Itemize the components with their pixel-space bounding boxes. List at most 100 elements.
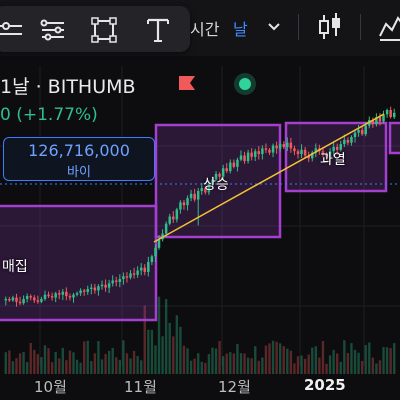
volume-bar xyxy=(346,353,350,374)
candle-body xyxy=(229,162,232,172)
candle-body xyxy=(29,296,32,298)
volume-bar xyxy=(339,361,342,374)
volume-bar xyxy=(264,345,268,374)
candle-body xyxy=(343,139,346,145)
volume-bar xyxy=(154,345,157,374)
candle-body xyxy=(311,152,314,159)
interval-selector[interactable]: 날 xyxy=(233,20,248,39)
volume-bar xyxy=(275,341,278,374)
x-tick-label: 10월 xyxy=(34,378,67,396)
candlestick-icon[interactable] xyxy=(318,12,342,42)
candle-body xyxy=(57,293,61,295)
candle-body xyxy=(36,300,40,302)
volume-bar xyxy=(357,352,360,374)
volume-bar xyxy=(250,358,253,374)
candle-body xyxy=(189,193,193,199)
candle-body xyxy=(264,148,268,150)
candle-body xyxy=(68,296,72,298)
volume-bar xyxy=(61,347,64,374)
volume-bar xyxy=(182,345,186,374)
candle-body xyxy=(385,110,389,115)
candle-body xyxy=(346,139,350,143)
volume-bar xyxy=(318,357,321,374)
parallel-channel-icon[interactable] xyxy=(38,16,66,44)
volume-bar xyxy=(336,353,339,374)
candle-body xyxy=(22,298,25,304)
volume-bar xyxy=(311,347,314,374)
volume-bar xyxy=(221,356,225,374)
candle-body xyxy=(72,294,75,298)
candle-body xyxy=(154,247,157,257)
volume-bar xyxy=(111,347,114,374)
candle-body xyxy=(261,148,264,155)
chevron-down-icon[interactable] xyxy=(264,16,284,36)
volume-bar xyxy=(86,340,89,374)
volume-bar xyxy=(65,360,68,374)
volume-bar xyxy=(193,358,196,374)
volume-bar xyxy=(261,357,264,374)
candle-body xyxy=(392,112,396,118)
candle-body xyxy=(307,155,310,159)
volume-bar xyxy=(33,349,36,374)
annotation-zones xyxy=(0,121,400,322)
volume-bar xyxy=(179,326,182,374)
volume-bar xyxy=(47,348,50,374)
volume-bar xyxy=(243,353,246,374)
volume-bar xyxy=(150,329,154,374)
x-tick-label: 12월 xyxy=(218,378,251,396)
x-tick-label: 11월 xyxy=(124,378,157,396)
volume-bar xyxy=(236,343,239,374)
volume-bar xyxy=(8,350,11,374)
volume-bar xyxy=(4,352,7,374)
volume-bar xyxy=(368,342,371,374)
volume-bar xyxy=(168,322,171,374)
volume-bar xyxy=(360,360,364,374)
volume-bar xyxy=(136,356,139,374)
drawing-toolbar xyxy=(0,6,190,52)
candle-body xyxy=(335,146,339,150)
volume-bar xyxy=(186,348,189,374)
volume-bar xyxy=(147,329,150,374)
price-chart[interactable] xyxy=(0,56,400,400)
candle-body xyxy=(303,149,307,156)
candle-body xyxy=(257,151,261,155)
buy-price-button[interactable]: 126,716,000 바이 xyxy=(3,137,155,181)
trend-line-icon[interactable] xyxy=(0,16,26,44)
volume-bar xyxy=(189,360,193,374)
volume-bar xyxy=(225,353,228,374)
candle-body xyxy=(339,144,343,150)
candle-body xyxy=(25,296,29,299)
volume-bar xyxy=(293,363,296,374)
volume-bar xyxy=(40,357,43,374)
candle-body xyxy=(236,159,239,167)
candle-body xyxy=(136,270,139,275)
candle-body xyxy=(325,154,328,157)
trend-line[interactable] xyxy=(153,113,385,243)
volume-bar xyxy=(100,359,104,374)
candle-body xyxy=(357,129,360,133)
candle-body xyxy=(43,294,47,299)
volume-bar xyxy=(143,305,146,374)
volume-bar xyxy=(218,341,221,374)
text-icon[interactable] xyxy=(144,16,172,44)
rectangle-icon[interactable] xyxy=(90,16,118,44)
candle-body xyxy=(253,151,257,157)
volume-bar xyxy=(161,336,164,374)
volume-bar xyxy=(129,358,132,374)
volume-bar xyxy=(164,299,168,374)
volume-bar xyxy=(104,353,107,374)
volume-bar xyxy=(54,352,57,374)
indicators-icon[interactable] xyxy=(378,12,400,42)
volume-bar xyxy=(279,343,282,374)
volume-bar xyxy=(307,354,310,374)
volume-bar xyxy=(239,353,243,374)
candle-body xyxy=(100,284,104,287)
flag-icon[interactable] xyxy=(178,75,196,91)
candle-body xyxy=(172,216,175,220)
candle-body xyxy=(65,291,68,297)
volume-bar xyxy=(378,360,382,374)
volume-bar xyxy=(175,315,179,374)
candle-body xyxy=(232,162,236,167)
candle-body xyxy=(93,287,97,291)
volume-bar xyxy=(29,342,32,374)
